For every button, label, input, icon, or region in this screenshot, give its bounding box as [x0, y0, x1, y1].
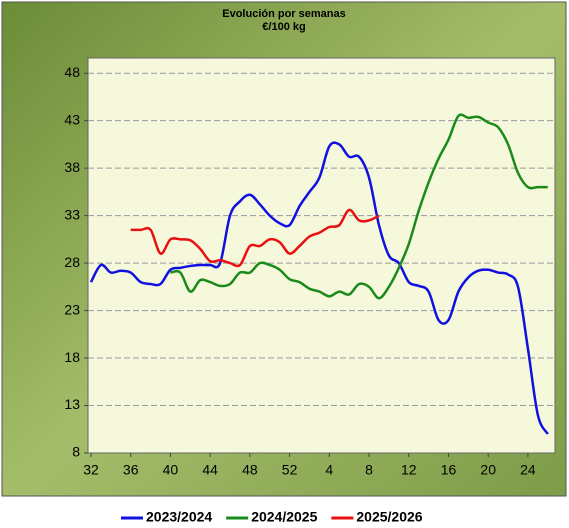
plot-area [87, 57, 556, 454]
x-tick-label: 48 [242, 462, 258, 478]
x-tick-label: 4 [325, 462, 333, 478]
series-line [170, 113, 548, 300]
chart-title: Evolución por semanas [222, 8, 345, 20]
legend-label: 2024/2025 [251, 509, 317, 525]
x-tick-label: 20 [480, 462, 496, 478]
y-tick-label: 48 [64, 64, 80, 80]
chart-subtitle: €/100 kg [262, 21, 305, 33]
x-tick-label: 8 [365, 462, 373, 478]
x-tick-label: 52 [282, 462, 298, 478]
y-tick-label: 43 [64, 111, 80, 127]
y-tick-label: 13 [64, 396, 80, 412]
legend-label: 2023/2024 [146, 509, 212, 525]
x-tick-label: 36 [123, 462, 139, 478]
y-tick-label: 23 [64, 301, 80, 317]
y-tick-label: 8 [72, 444, 80, 460]
x-tick-label: 16 [441, 462, 457, 478]
y-tick-label: 18 [64, 349, 80, 365]
legend-label: 2025/2026 [356, 509, 422, 525]
x-tick-label: 12 [401, 462, 417, 478]
series-line [89, 141, 549, 435]
x-tick-label: 40 [163, 462, 179, 478]
x-tick-label: 44 [202, 462, 218, 478]
x-tick-label: 32 [83, 462, 99, 478]
y-tick-label: 28 [64, 254, 80, 270]
y-tick-label: 33 [64, 206, 80, 222]
x-tick-label: 24 [520, 462, 536, 478]
series-line [130, 208, 380, 268]
y-tick-label: 38 [64, 159, 80, 175]
